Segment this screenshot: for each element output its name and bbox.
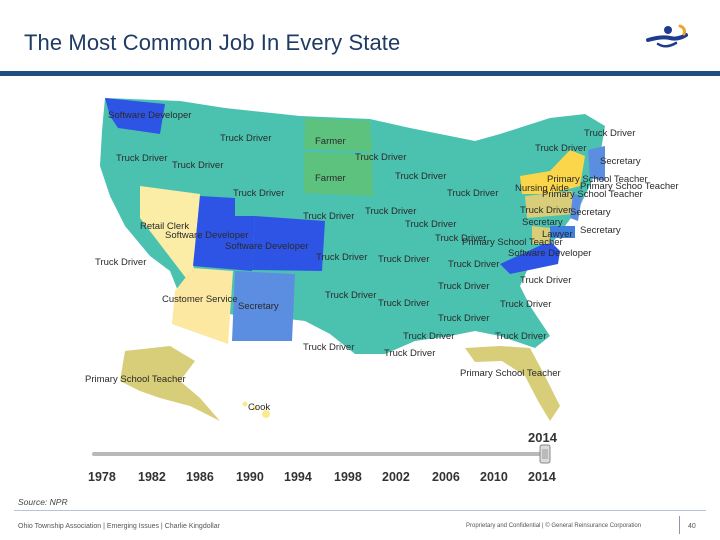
year-tick-label: 2006 [432, 470, 460, 484]
state-florida [465, 346, 560, 421]
map-label: Truck Driver [535, 143, 586, 154]
map-label: Truck Driver [438, 313, 489, 324]
map-label: Retail Clerk [140, 221, 189, 232]
year-tick-label: 1994 [284, 470, 312, 484]
year-tick-label: 1978 [88, 470, 116, 484]
company-logo [644, 22, 690, 52]
year-tick-label: 1998 [334, 470, 362, 484]
map-label: Software Developer [108, 110, 191, 121]
map-label: Truck Driver [325, 290, 376, 301]
map-label: Truck Driver [500, 299, 551, 310]
map-label: Truck Driver [435, 233, 486, 244]
state-hawaii [242, 401, 270, 418]
map-label: Primary School Teacher [542, 189, 643, 200]
page-number: 40 [688, 523, 696, 530]
map-label: Farmer [315, 173, 346, 184]
year-tick-label: 2010 [480, 470, 508, 484]
state-washington [105, 98, 165, 134]
map-label: Truck Driver [495, 331, 546, 342]
map-label: Truck Driver [584, 128, 635, 139]
state-nevada [140, 186, 200, 286]
map-label: Truck Driver [95, 257, 146, 268]
footer-divider [14, 510, 706, 511]
map-label: Truck Driver [438, 281, 489, 292]
map-label: Truck Driver [448, 259, 499, 270]
source-note: Source: NPR [18, 497, 68, 507]
footer-separator [679, 516, 680, 534]
state-arizona [172, 268, 233, 344]
map-label: Truck Driver [355, 152, 406, 163]
map-label: Truck Driver [405, 219, 456, 230]
map-label: Truck Driver [316, 252, 367, 263]
map-label: Primary School Teacher [460, 368, 561, 379]
map-label: Lawyer [542, 229, 573, 240]
map-label: Truck Driver [220, 133, 271, 144]
map-label: Truck Driver [520, 205, 571, 216]
us-job-map: Software Developer Truck Driver Farmer T… [80, 86, 680, 426]
map-label: Secretary [570, 207, 611, 218]
state-alaska [120, 346, 220, 421]
map-label: Truck Driver [365, 206, 416, 217]
state-virginia [500, 241, 560, 274]
state-new-england [588, 146, 605, 181]
map-label: Primary School Teacher [547, 174, 648, 185]
map-label: Truck Driver [233, 188, 284, 199]
map-label: Truck Driver [303, 342, 354, 353]
selected-year-label: 2014 [528, 430, 558, 445]
year-tick-label: 1982 [138, 470, 166, 484]
map-label: Software Developer [508, 248, 591, 259]
map-label: Truck Driver [384, 348, 435, 359]
map-label: Truck Driver [395, 171, 446, 182]
map-label: Secretary [580, 225, 621, 236]
map-label: Cook [248, 402, 270, 413]
state-new-jersey [570, 194, 582, 221]
map-label: Truck Driver [303, 211, 354, 222]
state-new-york [520, 150, 585, 194]
page-title: The Most Common Job In Every State [24, 30, 401, 55]
slider-track [92, 452, 548, 456]
map-label: Customer Service [162, 294, 238, 305]
map-label: Software Developer [165, 230, 248, 241]
map-label: Truck Driver [378, 298, 429, 309]
footer-left-text: Ohio Township Association | Emerging Iss… [18, 523, 220, 530]
map-label: Secretary [522, 217, 563, 228]
year-tick-label: 1990 [236, 470, 264, 484]
year-tick-label: 1986 [186, 470, 214, 484]
map-label: Primary Schoo Teacher [580, 181, 679, 192]
map-label: Secretary [238, 301, 279, 312]
map-label: Truck Driver [447, 188, 498, 199]
map-label: Truck Driver [403, 331, 454, 342]
map-label: Truck Driver [116, 153, 167, 164]
map-label: Truck Driver [520, 275, 571, 286]
state-ohio-area [532, 226, 550, 244]
year-tick-label: 2014 [528, 470, 556, 484]
map-label: Truck Driver [378, 254, 429, 265]
state-new-mexico [232, 271, 295, 341]
year-slider[interactable]: 2014 1978 1982 1986 1990 1994 1998 2002 … [80, 430, 680, 485]
map-label: Nursing Aide [515, 183, 569, 194]
year-tick-label: 2002 [382, 470, 410, 484]
map-label: Farmer [315, 136, 346, 147]
map-label: Secretary [600, 156, 641, 167]
map-label: Primary School Teacher [462, 237, 563, 248]
footer-right-text: Proprietary and Confidential | © General… [466, 523, 642, 529]
state-colorado [252, 216, 325, 271]
state-north-dakota [304, 118, 372, 152]
map-label: Truck Driver [172, 160, 223, 171]
state-maryland [550, 226, 575, 238]
state-south-dakota [304, 152, 373, 196]
state-utah [193, 196, 255, 271]
map-label: Software Developer [225, 241, 308, 252]
map-label: Primary School Teacher [85, 374, 186, 385]
state-pennsylvania [525, 191, 575, 218]
title-divider [0, 71, 720, 76]
